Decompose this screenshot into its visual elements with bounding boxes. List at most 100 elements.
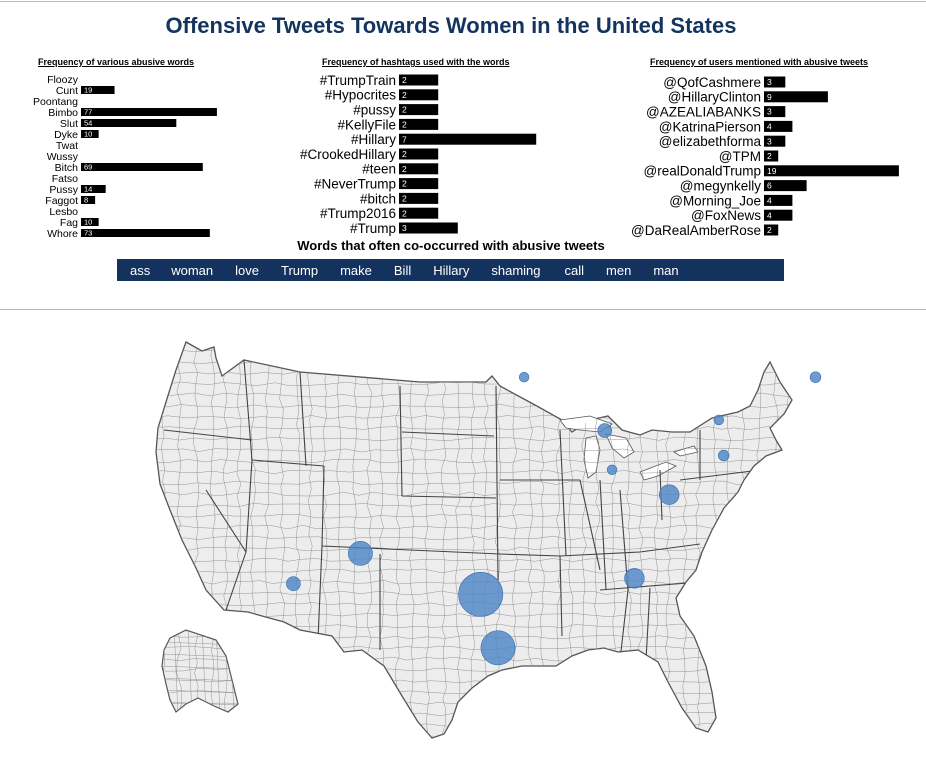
tweet-location-bubble[interactable] bbox=[347, 540, 373, 566]
users-mentioned-bar-chart: @QofCashmere 3 @HillaryClinton 9 @AZEALIABAN… bbox=[631, 75, 899, 238]
tweet-location-bubble[interactable] bbox=[518, 371, 530, 383]
bar[interactable] bbox=[764, 120, 793, 132]
tweet-location-bubble[interactable] bbox=[713, 414, 724, 426]
bar[interactable] bbox=[399, 118, 439, 130]
us-county-map[interactable] bbox=[0, 320, 926, 777]
category-label: Lesbo bbox=[49, 206, 78, 218]
bar[interactable] bbox=[81, 229, 210, 237]
tweet-location-bubble[interactable] bbox=[624, 568, 645, 589]
bar[interactable] bbox=[764, 135, 786, 147]
category-label: Dyke bbox=[54, 129, 78, 141]
bar[interactable] bbox=[764, 91, 828, 103]
data-label: 2 bbox=[402, 193, 407, 203]
data-label: 3 bbox=[767, 107, 772, 117]
category-label: #TrumpTrain bbox=[320, 73, 396, 88]
top-divider bbox=[0, 1, 926, 2]
bar[interactable] bbox=[764, 194, 793, 206]
category-label: Slut bbox=[60, 118, 78, 130]
tweet-location-bubble[interactable] bbox=[597, 423, 613, 438]
bar[interactable] bbox=[81, 86, 115, 94]
bar[interactable] bbox=[81, 185, 106, 193]
cooccurrence-word[interactable]: Bill bbox=[393, 262, 412, 278]
bar[interactable] bbox=[764, 224, 779, 236]
data-label: 19 bbox=[84, 86, 92, 95]
category-label: Fatso bbox=[52, 173, 78, 185]
cooccurrence-word[interactable]: love bbox=[235, 262, 260, 278]
data-label: 8 bbox=[84, 196, 88, 205]
category-label: #teen bbox=[362, 162, 396, 177]
data-label: 4 bbox=[767, 121, 772, 131]
us-map-panel bbox=[0, 320, 926, 777]
tweet-location-bubble[interactable] bbox=[606, 464, 618, 476]
data-label: 10 bbox=[84, 130, 92, 139]
bar[interactable] bbox=[399, 163, 439, 175]
tweet-location-bubble[interactable] bbox=[480, 630, 516, 666]
cooccurrence-word[interactable]: man bbox=[653, 262, 679, 278]
cooccurrence-word[interactable]: woman bbox=[171, 262, 214, 278]
bar[interactable] bbox=[81, 130, 99, 138]
bar[interactable] bbox=[764, 150, 779, 162]
bar[interactable] bbox=[764, 209, 793, 221]
lake bbox=[639, 461, 677, 481]
category-label: #Hypocrites bbox=[325, 88, 397, 103]
users-chart-title: Frequency of users mentioned with abusiv… bbox=[650, 57, 869, 67]
bar[interactable] bbox=[764, 106, 786, 118]
cooccurrence-word[interactable]: men bbox=[606, 262, 632, 278]
category-label: @FoxNews bbox=[691, 208, 761, 223]
cooccurrence-word[interactable]: Trump bbox=[281, 262, 319, 278]
category-label: #Trump bbox=[350, 221, 396, 236]
tweet-location-bubble[interactable] bbox=[458, 571, 504, 617]
bar[interactable] bbox=[81, 119, 177, 127]
hashtags-chart-title: Frequency of hashtags used with the word… bbox=[322, 57, 510, 67]
category-label: @HillaryClinton bbox=[668, 90, 761, 105]
tweet-location-bubble[interactable] bbox=[809, 371, 822, 383]
category-label: Pussy bbox=[49, 184, 78, 196]
bar[interactable] bbox=[399, 74, 439, 86]
data-label: 2 bbox=[402, 75, 407, 85]
section-divider bbox=[0, 309, 926, 310]
bar[interactable] bbox=[764, 180, 807, 192]
cooccurrence-word[interactable]: shaming bbox=[491, 262, 541, 278]
data-label: 2 bbox=[767, 151, 772, 161]
category-label: @Morning_Joe bbox=[669, 193, 761, 208]
category-label: Floozy bbox=[47, 74, 79, 86]
data-label: 14 bbox=[84, 185, 92, 194]
data-label: 73 bbox=[84, 229, 92, 238]
cooccurrence-word-bar: ass woman love Trump make Bill Hillary shaming c… bbox=[117, 259, 784, 281]
tweet-location-bubble[interactable] bbox=[286, 576, 301, 592]
data-label: 4 bbox=[767, 210, 772, 220]
data-label: 2 bbox=[402, 149, 407, 159]
category-label: #CrookedHillary bbox=[300, 147, 396, 162]
category-label: Whore bbox=[47, 228, 78, 240]
cooccurrence-word[interactable]: call bbox=[564, 262, 585, 278]
bar[interactable] bbox=[81, 196, 96, 204]
page-title: Offensive Tweets Towards Women in the Un… bbox=[165, 13, 737, 38]
bar[interactable] bbox=[399, 222, 458, 234]
bar[interactable] bbox=[81, 218, 99, 226]
bar[interactable] bbox=[399, 148, 439, 160]
bar[interactable] bbox=[399, 104, 439, 116]
bar[interactable] bbox=[81, 108, 217, 116]
bar[interactable] bbox=[764, 165, 899, 177]
lake bbox=[605, 433, 635, 459]
bar[interactable] bbox=[764, 76, 786, 88]
category-label: Bimbo bbox=[48, 107, 78, 119]
bar[interactable] bbox=[399, 207, 439, 219]
data-label: 77 bbox=[84, 108, 92, 117]
tweet-location-bubble[interactable] bbox=[658, 484, 680, 505]
category-label: Poontang bbox=[33, 96, 78, 108]
bar[interactable] bbox=[399, 89, 439, 101]
state-boundaries bbox=[163, 359, 761, 661]
cooccurrence-word[interactable]: Hillary bbox=[433, 262, 470, 278]
bar[interactable] bbox=[81, 163, 203, 171]
lake bbox=[583, 435, 601, 479]
tweet-location-bubble[interactable] bbox=[717, 449, 730, 462]
bar[interactable] bbox=[399, 178, 439, 190]
data-label: 3 bbox=[767, 136, 772, 146]
data-label: 7 bbox=[402, 134, 407, 144]
cooccurrence-word[interactable]: make bbox=[340, 262, 372, 278]
bar[interactable] bbox=[399, 133, 537, 145]
cooccurrence-word[interactable]: ass bbox=[130, 262, 151, 278]
bar[interactable] bbox=[399, 192, 439, 204]
